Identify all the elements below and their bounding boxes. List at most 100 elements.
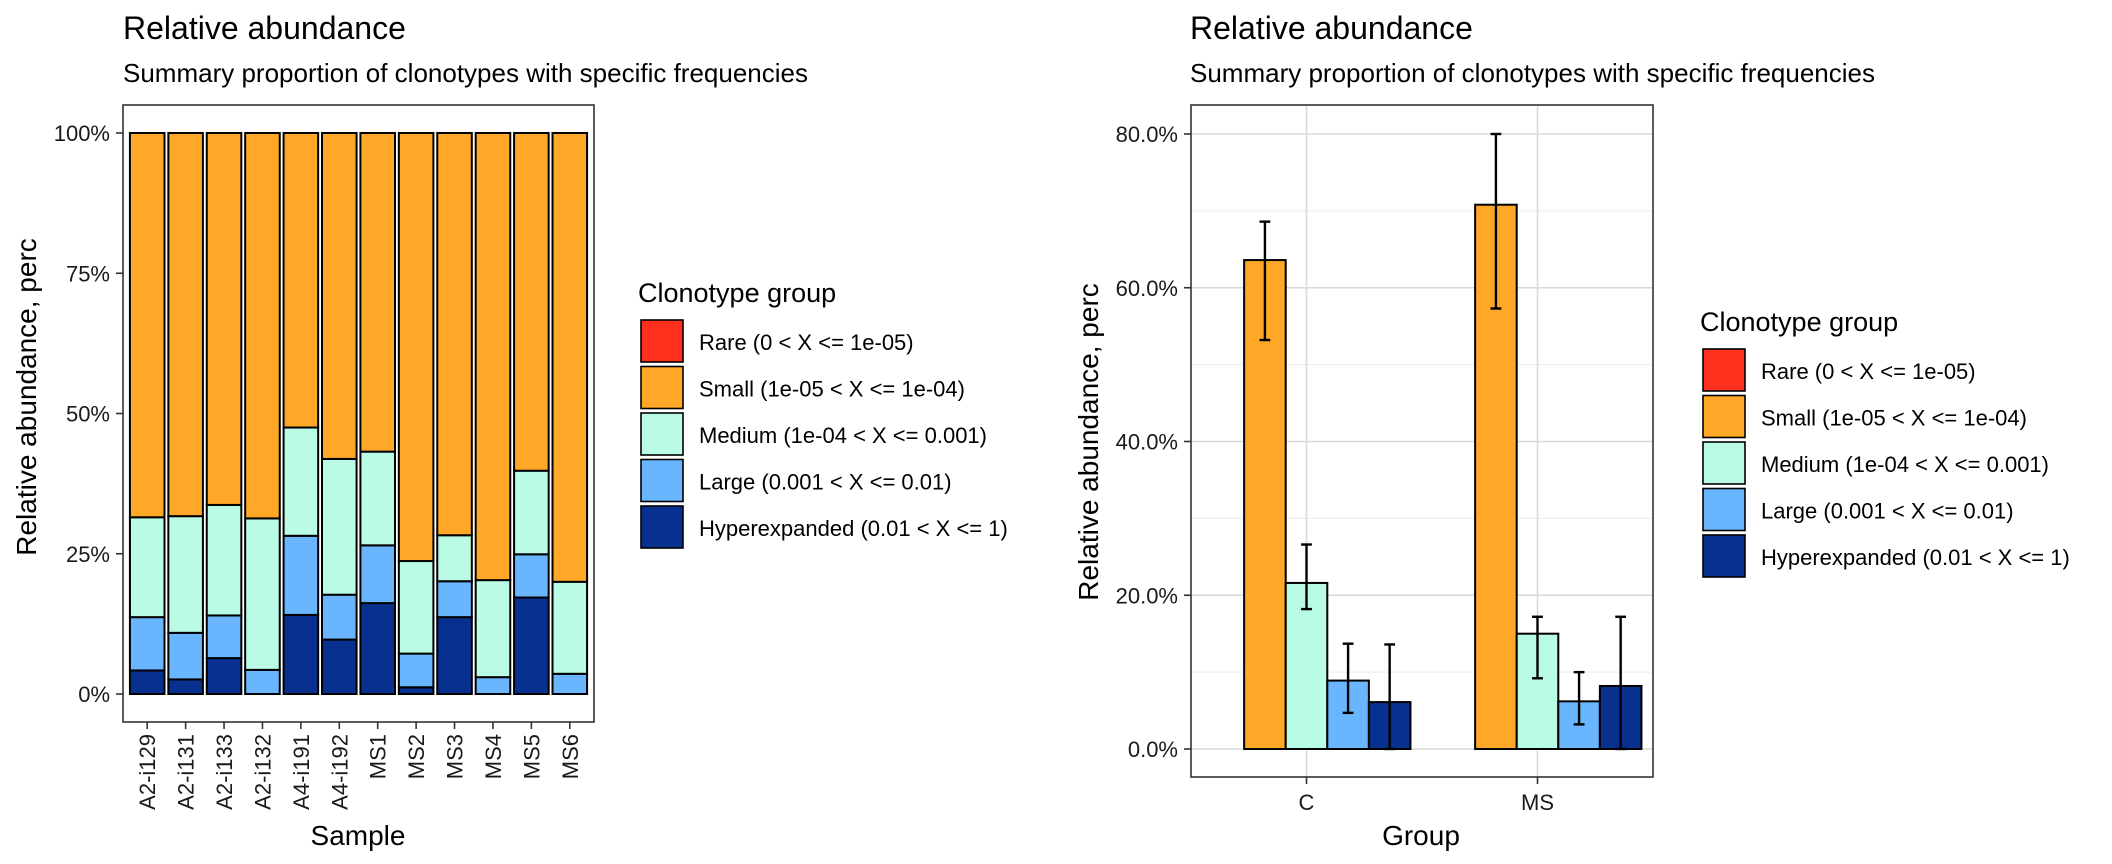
panel-right-y-axis: 0.0% 20.0% 40.0% 60.0% 80.0% bbox=[1116, 122, 1191, 762]
y-tick-label: 60.0% bbox=[1116, 276, 1178, 301]
bar-segment-a2-i132-large bbox=[244, 668, 281, 696]
bar-segment-ms2-hyperexpanded bbox=[397, 686, 435, 696]
bar-segment-a2-i133-hyperexpanded bbox=[205, 657, 243, 696]
x-tick-label: A2-i131 bbox=[174, 734, 199, 810]
bar-c-medium bbox=[1284, 581, 1329, 751]
legend-key-rare-0-x-1e-05 bbox=[1702, 348, 1746, 392]
bar-segment-ms6-large bbox=[551, 672, 589, 696]
y-tick-label: 0.0% bbox=[1128, 737, 1178, 762]
bar-segment-a4-i191-medium bbox=[282, 426, 320, 537]
panel-right-subtitle: Summary proportion of clonotypes with sp… bbox=[1190, 58, 1875, 88]
bar-segment-ms4-medium bbox=[474, 579, 512, 679]
panel-right-title: Relative abundance bbox=[1190, 10, 1473, 46]
bar-segment-ms1-small bbox=[359, 132, 396, 453]
bar-segment-a2-i132-small bbox=[244, 132, 281, 520]
legend-key-hyperexpanded-0-01-x-1 bbox=[1702, 534, 1746, 578]
x-tick-label: C bbox=[1299, 790, 1315, 815]
bar-segment-a2-i131-medium bbox=[167, 515, 204, 634]
legend-key-hyperexpanded-0-01-x-1 bbox=[640, 505, 684, 549]
x-tick-label: A2-i133 bbox=[212, 734, 237, 810]
legend-label: Small (1e-05 < X <= 1e-04) bbox=[1761, 406, 2027, 431]
legend-key-small-1e-05-x-1e-04 bbox=[1702, 394, 1746, 439]
bar-segment-ms1-hyperexpanded bbox=[359, 602, 396, 695]
bar-segment-ms6-small bbox=[551, 132, 589, 583]
legend-label: Rare (0 < X <= 1e-05) bbox=[699, 330, 914, 355]
x-tick-label: A4-i192 bbox=[327, 734, 352, 810]
y-tick-label: 75% bbox=[66, 261, 110, 286]
panel-left-bars bbox=[128, 132, 589, 696]
x-tick-label: MS5 bbox=[519, 734, 544, 779]
panel-left-x-axis-title: Sample bbox=[311, 820, 406, 851]
y-tick-label: 20.0% bbox=[1116, 583, 1178, 608]
bar-segment-ms3-large bbox=[436, 580, 473, 619]
bar-segment-ms1-medium bbox=[359, 450, 396, 547]
x-tick-label: MS6 bbox=[558, 734, 583, 779]
x-tick-label: A2-i129 bbox=[135, 734, 160, 810]
x-tick-label: A2-i132 bbox=[250, 734, 275, 810]
bar-segment-a2-i131-hyperexpanded bbox=[167, 678, 204, 696]
bar-segment-a2-i133-medium bbox=[205, 503, 243, 617]
bar-segment-ms6-medium bbox=[551, 580, 589, 675]
panel-right-y-axis-title: Relative abundance, perc bbox=[1073, 283, 1104, 601]
panel-left-legend: Rare (0 < X <= 1e-05) Small (1e-05 < X <=… bbox=[640, 319, 1008, 549]
y-tick-label: 50% bbox=[66, 402, 110, 427]
bar-segment-a4-i192-small bbox=[321, 132, 358, 460]
panel-left-frame bbox=[122, 104, 595, 723]
bar-segment-ms3-medium bbox=[436, 534, 473, 583]
panel-left-y-axis: 0% 25% 50% 75% 100% bbox=[54, 121, 123, 707]
legend-label: Hyperexpanded (0.01 < X <= 1) bbox=[1761, 545, 2070, 570]
panel-right-frame bbox=[1190, 104, 1654, 778]
y-tick-label: 80.0% bbox=[1116, 122, 1178, 147]
bar-segment-a2-i129-medium bbox=[128, 516, 166, 619]
bar-segment-ms1-large bbox=[359, 544, 396, 605]
bar-segment-a4-i192-hyperexpanded bbox=[321, 638, 358, 696]
bar-segment-ms3-hyperexpanded bbox=[436, 616, 473, 696]
legend-key-small-1e-05-x-1e-04 bbox=[640, 365, 684, 410]
panel-right-error-bars bbox=[1259, 132, 1627, 751]
bar-segment-a4-i192-large bbox=[321, 593, 358, 641]
legend-label: Large (0.001 < X <= 0.01) bbox=[1761, 499, 2014, 524]
x-tick-label: A4-i191 bbox=[289, 734, 314, 810]
bar-segment-a2-i133-large bbox=[205, 614, 243, 660]
legend-label: Rare (0 < X <= 1e-05) bbox=[1761, 359, 1976, 384]
panel-left-y-axis-title: Relative abundance, perc bbox=[11, 238, 42, 556]
panel-left-subtitle: Summary proportion of clonotypes with sp… bbox=[123, 58, 808, 88]
panel-right-legend-title: Clonotype group bbox=[1700, 307, 1898, 337]
y-tick-label: 25% bbox=[66, 542, 110, 567]
panel-left-x-axis: A2-i129 A2-i131 A2-i133 A2-i132 A4-i191 A4-i1… bbox=[135, 722, 583, 810]
bar-segment-ms2-medium bbox=[397, 560, 435, 655]
bar-segment-a4-i191-hyperexpanded bbox=[282, 613, 320, 695]
bar-segment-ms4-large bbox=[474, 676, 512, 695]
y-tick-label: 40.0% bbox=[1116, 430, 1178, 455]
legend-key-medium-1e-04-x-0-001 bbox=[640, 412, 684, 456]
bar-segment-ms5-hyperexpanded bbox=[513, 596, 550, 695]
legend-label: Medium (1e-04 < X <= 0.001) bbox=[1761, 452, 2049, 477]
panel-right-legend: Rare (0 < X <= 1e-05) Small (1e-05 < X <=… bbox=[1702, 348, 2070, 578]
legend-label: Small (1e-05 < X <= 1e-04) bbox=[699, 377, 965, 402]
x-tick-label: MS2 bbox=[404, 734, 429, 779]
bar-segment-a4-i191-small bbox=[282, 132, 320, 429]
bar-segment-ms2-large bbox=[397, 652, 435, 689]
bar-segment-a2-i129-hyperexpanded bbox=[128, 669, 166, 695]
y-tick-label: 100% bbox=[54, 121, 110, 146]
bar-segment-ms5-large bbox=[513, 553, 550, 599]
legend-label: Medium (1e-04 < X <= 0.001) bbox=[699, 423, 987, 448]
legend-key-rare-0-x-1e-05 bbox=[640, 319, 684, 363]
panel-right-x-axis: C MS bbox=[1299, 777, 1554, 815]
bar-segment-a2-i131-large bbox=[167, 631, 204, 681]
bar-segment-a4-i191-large bbox=[282, 534, 320, 616]
x-tick-label: MS bbox=[1521, 790, 1554, 815]
bar-segment-a2-i129-small bbox=[128, 132, 166, 519]
panel-left: Relative abundance Summary proportion of… bbox=[11, 10, 1008, 851]
panel-right-bars bbox=[1243, 203, 1643, 751]
x-tick-label: MS3 bbox=[443, 734, 468, 779]
bar-segment-a2-i132-medium bbox=[244, 517, 281, 671]
legend-key-large-0-001-x-0-01 bbox=[1702, 487, 1746, 532]
legend-label: Hyperexpanded (0.01 < X <= 1) bbox=[699, 516, 1008, 541]
bar-segment-ms4-small bbox=[474, 132, 512, 582]
bar-segment-ms3-small bbox=[436, 132, 473, 537]
x-tick-label: MS4 bbox=[481, 734, 506, 779]
legend-key-large-0-001-x-0-01 bbox=[640, 458, 684, 503]
